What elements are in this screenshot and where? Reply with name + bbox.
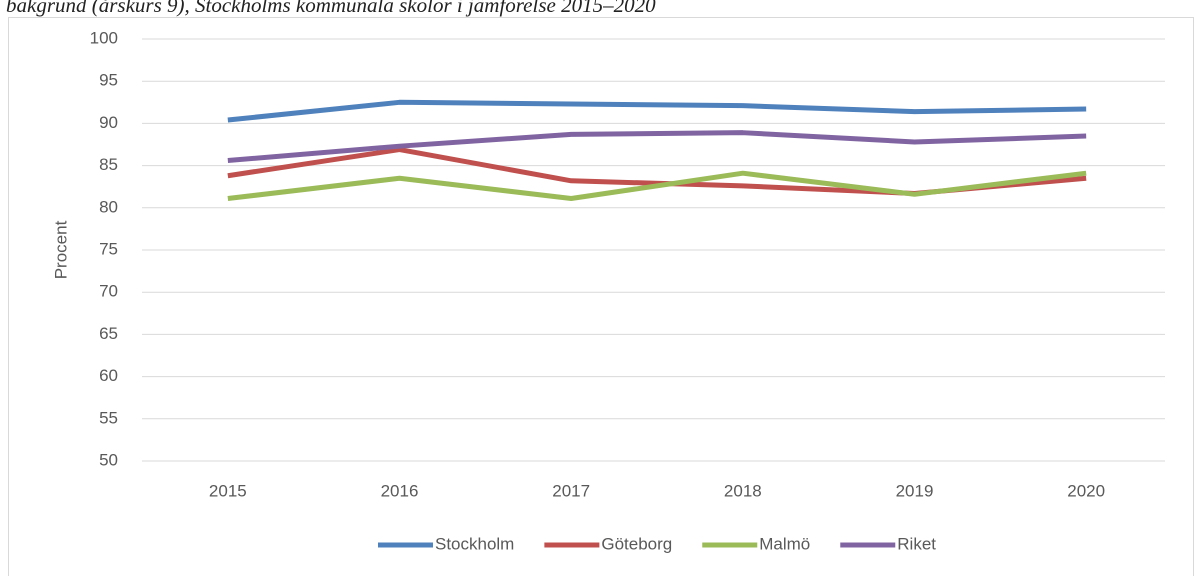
y-axis-label: Procent xyxy=(51,220,70,279)
x-tick-label: 2015 xyxy=(209,481,247,500)
y-tick-label: 75 xyxy=(99,239,118,258)
y-tick-label: 90 xyxy=(99,113,118,132)
y-tick-label: 85 xyxy=(99,155,118,174)
legend-label: Riket xyxy=(897,534,936,553)
x-tick-label: 2020 xyxy=(1067,481,1105,500)
y-tick-label: 80 xyxy=(99,197,118,216)
y-tick-label: 55 xyxy=(99,408,118,427)
line-series xyxy=(227,130,1087,164)
x-tick-label: 2017 xyxy=(552,481,590,500)
legend-label: Stockholm xyxy=(435,534,514,553)
y-tick-label: 70 xyxy=(99,282,118,301)
y-tick-label: 60 xyxy=(99,366,118,385)
y-tick-label: 100 xyxy=(90,28,118,47)
x-tick-label: 2019 xyxy=(896,481,934,500)
y-tick-label: 65 xyxy=(99,324,118,343)
line-series xyxy=(227,170,1087,202)
chart-title: bakgrund (årskurs 9), Stockholms kommuna… xyxy=(6,0,656,17)
legend-label: Malmö xyxy=(759,534,810,553)
y-tick-label: 95 xyxy=(99,71,118,90)
y-tick-label: 50 xyxy=(99,450,118,469)
chart-frame xyxy=(8,17,1194,576)
legend-label: Göteborg xyxy=(601,534,672,553)
line-series xyxy=(227,99,1087,123)
x-tick-label: 2016 xyxy=(381,481,419,500)
x-tick-label: 2018 xyxy=(724,481,762,500)
